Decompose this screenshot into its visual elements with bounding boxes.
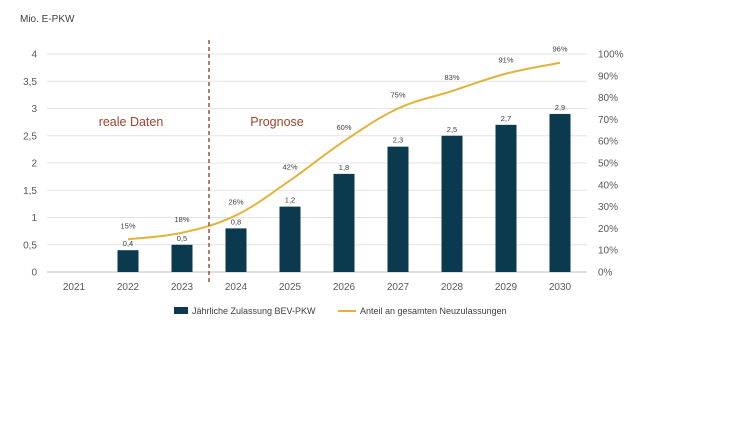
left-tick-label: 3 bbox=[31, 104, 37, 115]
line-value-label: 42% bbox=[282, 162, 297, 171]
right-tick-label: 90% bbox=[598, 71, 618, 82]
right-tick-label: 50% bbox=[598, 159, 618, 170]
real-data-annotation: reale Daten bbox=[99, 115, 164, 129]
right-tick-label: 40% bbox=[598, 180, 618, 191]
x-tick-label: 2027 bbox=[387, 282, 410, 293]
line-value-label: 75% bbox=[390, 91, 405, 100]
right-tick-label: 80% bbox=[598, 93, 618, 104]
line-value-label: 18% bbox=[174, 215, 189, 224]
left-tick-label: 1 bbox=[31, 213, 37, 224]
bar bbox=[333, 173, 355, 272]
bar bbox=[387, 146, 409, 272]
bar-value-label: 0,4 bbox=[123, 239, 133, 248]
bar-series bbox=[117, 113, 571, 272]
left-tick-label: 0,5 bbox=[23, 240, 37, 251]
x-tick-label: 2021 bbox=[63, 282, 86, 293]
right-tick-label: 100% bbox=[598, 50, 624, 61]
grid-lines bbox=[47, 53, 587, 273]
bar-value-label: 1,8 bbox=[339, 163, 349, 172]
left-tick-label: 1,5 bbox=[23, 186, 37, 197]
x-tick-label: 2028 bbox=[441, 282, 464, 293]
bar bbox=[441, 135, 463, 272]
bar-value-label: 1,2 bbox=[285, 196, 295, 205]
line-value-label: 60% bbox=[336, 123, 351, 132]
axes: 00,511,522,533,540%10%20%30%40%50%60%70%… bbox=[23, 50, 624, 294]
bar-value-label: 2,7 bbox=[501, 114, 511, 123]
left-axis-title: Mio. E-PKW bbox=[20, 14, 75, 25]
bar-value-label: 2,5 bbox=[447, 125, 457, 134]
left-tick-label: 2,5 bbox=[23, 131, 37, 142]
bar bbox=[171, 244, 193, 272]
x-tick-label: 2022 bbox=[117, 282, 140, 293]
right-tick-label: 20% bbox=[598, 224, 618, 235]
left-tick-label: 2 bbox=[31, 159, 37, 170]
bar bbox=[225, 228, 247, 272]
line-value-label: 96% bbox=[552, 45, 567, 54]
left-tick-label: 4 bbox=[31, 50, 37, 61]
left-tick-label: 0 bbox=[31, 268, 37, 279]
bar bbox=[549, 113, 571, 272]
x-tick-label: 2029 bbox=[495, 282, 518, 293]
x-tick-label: 2024 bbox=[225, 282, 248, 293]
bar-value-label: 2,9 bbox=[555, 103, 565, 112]
line-value-label: 83% bbox=[444, 73, 459, 82]
bar-value-label: 0,8 bbox=[231, 217, 241, 226]
x-tick-label: 2025 bbox=[279, 282, 302, 293]
line-series bbox=[127, 61, 561, 241]
line-value-label: 26% bbox=[228, 197, 243, 206]
bar bbox=[495, 124, 517, 272]
line-value-label: 15% bbox=[120, 221, 135, 230]
forecast-annotation: Prognose bbox=[250, 115, 304, 129]
bar-value-label: 0,5 bbox=[177, 234, 187, 243]
bar bbox=[279, 206, 301, 272]
right-tick-label: 70% bbox=[598, 115, 618, 126]
legend-bar-label: Jährliche Zulassung BEV-PKW bbox=[192, 306, 316, 316]
legend: Jährliche Zulassung BEV-PKW Anteil an ge… bbox=[174, 306, 507, 316]
legend-bar-swatch bbox=[174, 307, 188, 314]
data-labels: 0,4 0,5 0,8 1,2 1,8 2,3 2,5 2,7 2,9 15% 18% 26% 42% 6… bbox=[120, 45, 567, 248]
x-tick-label: 2023 bbox=[171, 282, 194, 293]
right-tick-label: 10% bbox=[598, 246, 618, 257]
line-value-label: 91% bbox=[498, 56, 513, 65]
right-tick-label: 60% bbox=[598, 137, 618, 148]
x-tick-label: 2030 bbox=[549, 282, 572, 293]
legend-line-label: Anteil an gesamten Neuzulassungen bbox=[360, 306, 507, 316]
bar-value-label: 2,3 bbox=[393, 136, 403, 145]
x-tick-label: 2026 bbox=[333, 282, 356, 293]
right-tick-label: 0% bbox=[598, 268, 613, 279]
left-tick-label: 3,5 bbox=[23, 77, 37, 88]
share-line bbox=[127, 61, 561, 241]
right-tick-label: 30% bbox=[598, 202, 618, 213]
bar bbox=[117, 250, 139, 272]
